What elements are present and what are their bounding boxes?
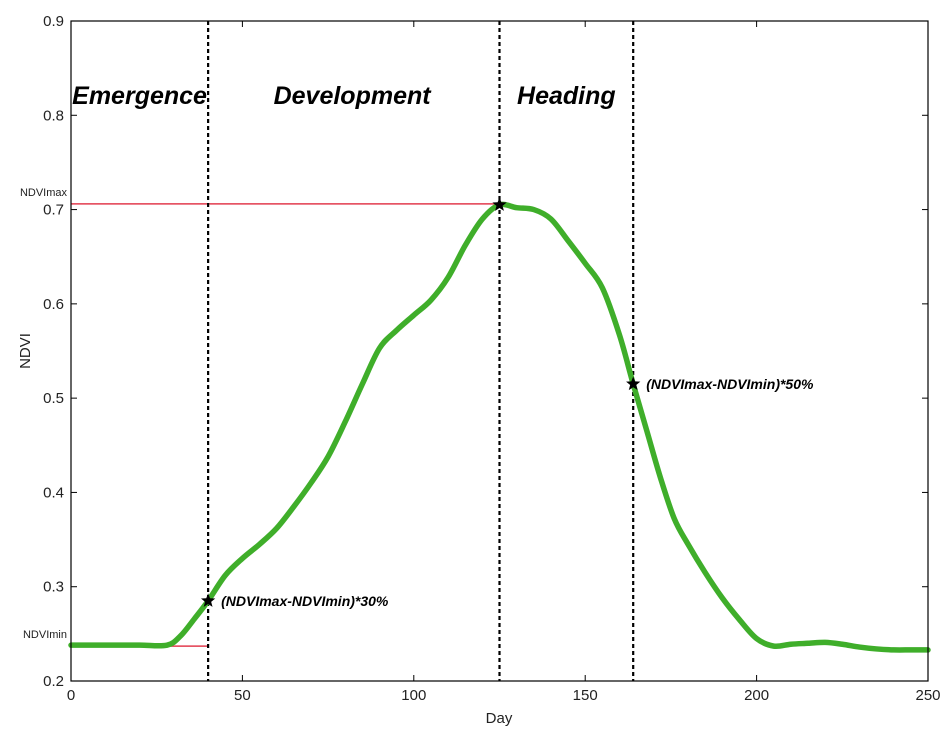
y-tick-label: 0.6 (43, 296, 64, 313)
y-tick-label: 0.4 (43, 484, 64, 501)
x-tick-label: 50 (234, 687, 251, 704)
y-tick-label: 0.9 (43, 13, 64, 30)
x-tick-label: 100 (401, 687, 426, 704)
x-axis-title: Day (486, 710, 513, 727)
phase-label: Heading (517, 82, 616, 110)
marker-annotation: (NDVImax-NDVImin)*30% (221, 593, 389, 609)
y-tick-label: 0.8 (43, 107, 64, 124)
ndvi-max-line-label: NDVImax (20, 187, 68, 199)
ndvi-min-line-label: NDVImin (23, 629, 67, 641)
x-tick-label: 150 (573, 687, 598, 704)
y-tick-label: 0.2 (43, 673, 64, 690)
phase-label: Emergence (72, 82, 207, 110)
y-tick-label: 0.3 (43, 579, 64, 596)
phase-label: Development (274, 82, 433, 110)
marker-annotation: (NDVImax-NDVImin)*50% (646, 376, 814, 392)
plot-layer: 0 50 100 150 200 250 0.2 0.3 0.4 0.5 0.6 0.7 0.8 0.9 N… (20, 13, 941, 704)
x-tick-label: 200 (744, 687, 769, 704)
star-marker (626, 376, 641, 391)
star-marker (492, 197, 507, 211)
ndvi-series-line (68, 201, 931, 653)
x-tick-label: 250 (915, 687, 940, 704)
plot-frame (70, 20, 929, 682)
y-tick-label: 0.7 (43, 202, 64, 219)
star-marker (200, 593, 216, 607)
x-tick-label: 0 (67, 687, 75, 704)
y-axis-title: NDVI (17, 333, 34, 369)
y-tick-label: 0.5 (43, 390, 64, 407)
